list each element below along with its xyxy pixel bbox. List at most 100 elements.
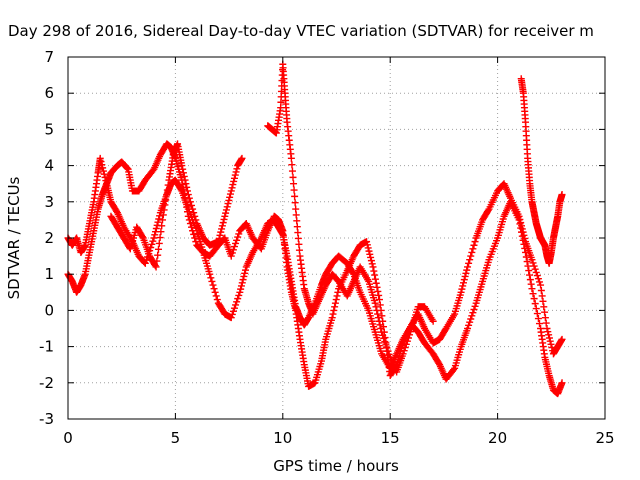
data-point — [161, 201, 169, 209]
data-point — [179, 169, 187, 177]
data-point — [518, 225, 526, 233]
data-point — [227, 314, 235, 322]
data-point — [382, 341, 390, 349]
data-point — [521, 244, 529, 252]
data-point — [155, 239, 163, 247]
data-point — [162, 196, 170, 204]
data-point — [154, 251, 162, 259]
data-point — [232, 239, 240, 247]
data-point — [558, 335, 566, 343]
data-point — [329, 310, 337, 318]
data-series — [107, 140, 246, 271]
data-point — [214, 238, 222, 246]
data-point — [141, 259, 149, 267]
data-point — [151, 262, 159, 270]
data-point — [377, 325, 385, 332]
data-point — [191, 234, 199, 242]
data-point — [288, 167, 296, 175]
data-point — [229, 246, 237, 254]
data-point — [291, 199, 299, 207]
data-point — [541, 308, 549, 316]
data-point — [376, 301, 384, 309]
data-point — [186, 220, 194, 228]
data-point — [367, 257, 375, 265]
data-point — [458, 285, 466, 293]
data-point — [148, 240, 156, 248]
data-point — [190, 230, 198, 238]
data-point — [534, 315, 542, 323]
data-point — [435, 359, 443, 367]
data-point — [533, 272, 541, 280]
data-point — [154, 218, 162, 226]
data-point — [529, 290, 537, 298]
data-point — [227, 187, 235, 195]
data-point — [231, 171, 239, 179]
data-point — [184, 191, 192, 199]
data-point — [380, 334, 388, 342]
data-series — [64, 176, 566, 398]
data-point — [99, 167, 107, 175]
data-point — [292, 211, 300, 219]
data-point — [540, 303, 548, 311]
data-point — [468, 248, 476, 256]
data-point — [535, 320, 543, 328]
x-tick-label: 25 — [595, 429, 614, 447]
y-tick-label: 2 — [44, 229, 54, 247]
data-point — [460, 279, 467, 287]
data-point — [471, 302, 479, 310]
data-point — [400, 347, 408, 355]
data-point — [240, 272, 248, 280]
data-point — [232, 168, 240, 176]
data-point — [220, 215, 228, 223]
data-point — [539, 297, 547, 305]
data-point — [152, 224, 160, 232]
data-point — [529, 259, 537, 267]
y-tick-label: 0 — [44, 301, 54, 319]
y-tick-label: 4 — [44, 157, 54, 175]
data-point — [163, 186, 171, 194]
data-point — [207, 274, 215, 282]
data-point — [532, 268, 540, 276]
data-point — [99, 164, 107, 172]
data-point — [183, 187, 191, 195]
data-point — [363, 241, 371, 249]
x-tick-label: 20 — [488, 429, 507, 447]
data-point — [190, 209, 198, 217]
x-tick-label: 15 — [381, 429, 400, 447]
x-axis-label: GPS time / hours — [273, 457, 399, 475]
data-point — [224, 200, 232, 208]
data-point — [374, 310, 382, 318]
data-point — [372, 303, 380, 311]
data-point — [292, 205, 300, 213]
data-point — [371, 271, 379, 279]
data-point — [291, 192, 299, 200]
y-tick-label: 3 — [44, 193, 54, 211]
data-point — [558, 379, 566, 387]
data-point — [373, 306, 381, 314]
data-point — [149, 237, 157, 245]
data-point — [232, 301, 240, 309]
data-point — [125, 244, 133, 252]
data-point — [546, 337, 554, 345]
data-point — [527, 280, 535, 288]
x-tick-label: 10 — [273, 429, 292, 447]
data-point — [290, 180, 298, 188]
data-point — [151, 231, 159, 239]
data-point — [464, 325, 472, 332]
data-point — [524, 262, 532, 270]
data-point — [469, 245, 477, 253]
data-point — [183, 183, 191, 191]
data-point — [241, 269, 249, 277]
data-point — [530, 262, 538, 270]
data-point — [383, 344, 391, 352]
data-point — [239, 276, 247, 284]
data-point — [371, 299, 379, 307]
data-point — [331, 303, 339, 311]
data-point — [401, 344, 409, 352]
data-point — [537, 281, 545, 289]
data-point — [330, 306, 338, 314]
data-point — [543, 325, 551, 332]
data-point — [222, 209, 230, 217]
data-point — [222, 206, 230, 214]
